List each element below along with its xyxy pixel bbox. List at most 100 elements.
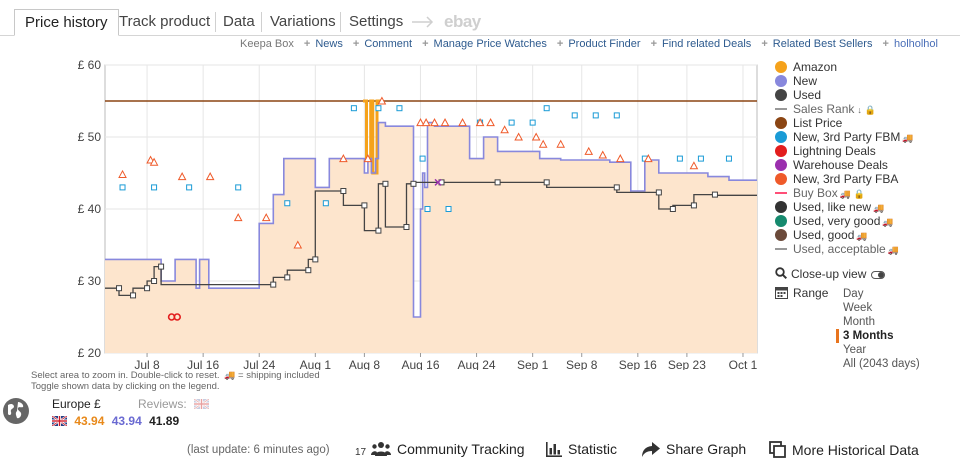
truck-icon: 🚚 bbox=[902, 133, 914, 143]
y-tick-label: £ 20 bbox=[78, 346, 102, 360]
fba-point bbox=[486, 118, 495, 127]
tab-variations[interactable]: Variations bbox=[270, 13, 336, 30]
reviews-label[interactable]: Reviews: bbox=[138, 397, 210, 411]
link-news[interactable]: News bbox=[315, 38, 343, 50]
fba-point bbox=[689, 161, 699, 170]
tab-track-product[interactable]: Track product bbox=[119, 13, 211, 30]
share-arrow-icon bbox=[642, 442, 660, 457]
legend-item-buy-box[interactable]: Buy Box 🚚 🔒 bbox=[774, 186, 954, 200]
ebay-logo[interactable]: ebay bbox=[444, 12, 481, 31]
truck-icon: 🚚 bbox=[882, 217, 894, 227]
legend-item-lightning-deals[interactable]: Lightning Deals bbox=[774, 144, 954, 158]
chart-legend: Amazon New Used Sales Rank ↓ 🔒 List Price New, … bbox=[774, 60, 954, 256]
legend-label: List Price bbox=[793, 116, 843, 130]
uk-flag-icon bbox=[194, 399, 210, 409]
legend-dot-marker bbox=[775, 75, 787, 87]
range-option[interactable]: 3 Months bbox=[836, 329, 943, 343]
y-tick-label: £ 30 bbox=[78, 274, 102, 288]
legend-item-used-very-good[interactable]: Used, very good 🚚 bbox=[774, 214, 954, 228]
fba-point bbox=[514, 132, 523, 141]
range-option[interactable]: Year bbox=[843, 344, 867, 356]
link-username[interactable]: holholhol bbox=[893, 38, 938, 50]
legend-item-new[interactable]: New bbox=[774, 74, 954, 88]
keepa-box-label: Keepa Box bbox=[240, 38, 294, 50]
fba-point bbox=[538, 139, 548, 148]
legend-label: New bbox=[793, 74, 818, 88]
statistic-label: Statistic bbox=[568, 441, 618, 457]
legend-line-marker bbox=[775, 108, 787, 110]
link-comment[interactable]: Comment bbox=[364, 38, 413, 50]
globe-icon[interactable] bbox=[2, 397, 30, 425]
y-tick-label: £ 50 bbox=[78, 130, 102, 144]
plus-icon: + bbox=[882, 38, 889, 50]
range-option[interactable]: Day bbox=[843, 288, 864, 300]
legend-item-new-3rd-party-fba[interactable]: New, 3rd Party FBA bbox=[774, 172, 954, 186]
tab-settings[interactable]: Settings bbox=[349, 13, 404, 30]
more-historical-data-button[interactable]: More Historical Data bbox=[769, 441, 919, 458]
closeup-view-toggle[interactable]: Close-up view bbox=[775, 267, 886, 281]
uk-flag-icon bbox=[52, 416, 67, 426]
current-prices: 43.94 43.94 41.89 bbox=[52, 414, 179, 428]
link-find-related-deals[interactable]: Find related Deals bbox=[662, 38, 752, 50]
legend-item-used-like-new[interactable]: Used, like new 🚚 bbox=[774, 200, 954, 214]
price-new[interactable]: 43.94 bbox=[111, 414, 142, 428]
legend-label: Used, like new bbox=[793, 200, 872, 214]
price-used[interactable]: 41.89 bbox=[149, 414, 180, 428]
legend-item-warehouse-deals[interactable]: Warehouse Deals bbox=[774, 158, 954, 172]
region-label[interactable]: Europe £ bbox=[52, 397, 101, 411]
bar-chart-icon bbox=[546, 442, 562, 457]
tab-data[interactable]: Data bbox=[223, 13, 255, 30]
used-point bbox=[340, 188, 347, 194]
last-update-label: (last update: 6 minutes ago) bbox=[187, 444, 330, 456]
fbm-point bbox=[571, 112, 578, 119]
statistic-button[interactable]: Statistic bbox=[546, 441, 617, 457]
share-graph-button[interactable]: Share Graph bbox=[642, 441, 746, 457]
legend-dot-marker bbox=[775, 117, 787, 129]
plus-icon: + bbox=[303, 38, 311, 50]
note-zoom: Select area to zoom in. Double-click to … bbox=[31, 370, 320, 381]
price-history-chart[interactable]: £ 60 £ 50 £ 40 £ 30 £ 20 Jul 8 Jul 16 Jul 24 Aug… bbox=[0, 54, 770, 370]
lock-icon: 🔒 bbox=[864, 105, 877, 115]
link-related-best-sellers[interactable]: Related Best Sellers bbox=[772, 38, 873, 50]
link-product-finder[interactable]: Product Finder bbox=[568, 38, 641, 50]
community-tracking-button[interactable]: Community Tracking bbox=[371, 441, 525, 457]
used-point bbox=[403, 224, 410, 230]
fba-point bbox=[363, 154, 373, 163]
arrow-right-icon bbox=[412, 16, 434, 28]
fba-point bbox=[531, 132, 541, 141]
legend-item-used[interactable]: Used bbox=[774, 88, 954, 102]
range-option[interactable]: Month bbox=[843, 316, 875, 328]
price-amazon[interactable]: 43.94 bbox=[74, 414, 105, 428]
tab-price-history[interactable]: Price history bbox=[14, 9, 119, 36]
copy-icon bbox=[769, 441, 786, 458]
link-manage-price-watches[interactable]: Manage Price Watches bbox=[433, 38, 547, 50]
legend-label: New, 3rd Party FBA bbox=[793, 172, 899, 186]
fba-point bbox=[643, 154, 653, 163]
legend-item-new-3rd-party-fbm[interactable]: New, 3rd Party FBM 🚚 bbox=[774, 130, 954, 144]
legend-item-sales-rank[interactable]: Sales Rank ↓ 🔒 bbox=[774, 102, 954, 116]
range-option[interactable]: Week bbox=[843, 302, 873, 314]
fbm-point bbox=[119, 184, 126, 191]
fbm-point bbox=[350, 105, 357, 112]
legend-item-amazon[interactable]: Amazon bbox=[774, 60, 954, 74]
fba-point bbox=[556, 139, 566, 148]
range-option[interactable]: All (2043 days) bbox=[843, 358, 920, 370]
legend-item-used-good[interactable]: Used, good 🚚 bbox=[774, 228, 954, 242]
fbm-point bbox=[375, 105, 382, 112]
legend-item-list-price[interactable]: List Price bbox=[774, 116, 954, 130]
toggle-switch-icon[interactable] bbox=[871, 270, 886, 279]
fba-point bbox=[205, 172, 215, 181]
range-options: Day Week Month 3 Months Year All (2043 days) bbox=[836, 287, 943, 371]
plus-icon: + bbox=[422, 38, 429, 50]
fba-point bbox=[416, 118, 425, 127]
used-point bbox=[284, 274, 291, 281]
fbm-point bbox=[508, 119, 515, 126]
sort-icon: ↓ bbox=[857, 105, 862, 115]
fbm-point bbox=[445, 206, 452, 212]
tracking-count: 17 bbox=[355, 447, 367, 458]
legend-item-used-acceptable[interactable]: Used, acceptable 🚚 bbox=[774, 242, 954, 256]
used-point bbox=[410, 180, 417, 187]
legend-label: Used, very good bbox=[793, 214, 881, 228]
fbm-point bbox=[396, 105, 403, 112]
x-tick-label: Aug 1 bbox=[300, 358, 332, 370]
